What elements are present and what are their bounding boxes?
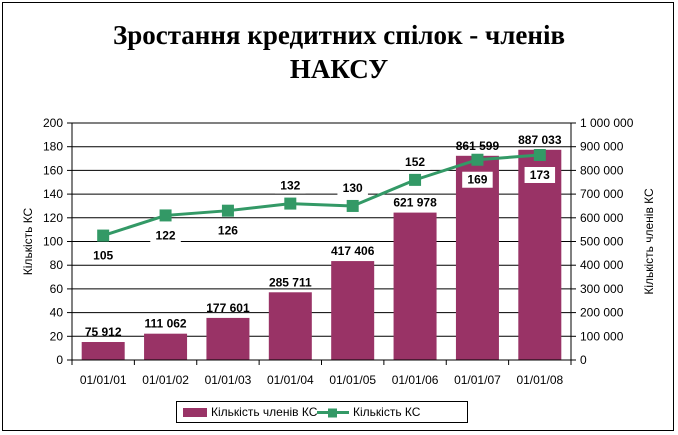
bar-data-label: 285 711 [269, 275, 312, 289]
bar-series [81, 149, 562, 360]
line-label-bg [524, 166, 556, 183]
left-tick-label: 60 [50, 282, 64, 296]
bar-data-label: 111 062 [145, 317, 187, 331]
line-marker [346, 199, 359, 212]
line-marker [284, 197, 297, 210]
data-labels: 75 912 111 062 177 601 285 711 417 406 621 97… [85, 133, 562, 339]
x-tick-label: 01/01/05 [329, 373, 376, 387]
bar [81, 342, 125, 360]
bar-data-label: 861 599 [456, 139, 500, 153]
right-tick-label: 300 000 [580, 282, 624, 296]
bar-data-label: 621 978 [393, 196, 437, 210]
line-label-bg [275, 177, 306, 194]
line-label-bg [337, 179, 368, 196]
legend-bar-label: Кількість членів КС [211, 405, 318, 419]
chart-title: Зростання кредитних спілок - членів НАКС… [112, 20, 566, 84]
x-tick-label: 01/01/07 [454, 373, 501, 387]
right-tick-label: 800 000 [580, 163, 624, 177]
line-marker [159, 209, 172, 222]
x-tick-label: 01/01/04 [267, 373, 314, 387]
legend-line-marker [328, 408, 337, 418]
bar-data-label: 177 601 [206, 301, 250, 315]
line-label-bg [399, 153, 431, 170]
bar [331, 261, 375, 360]
line-marker [533, 148, 546, 161]
right-tick-label: 700 000 [580, 187, 624, 201]
line-data-label: 130 [343, 181, 363, 195]
legend: Кількість членів КС Кількість КС [176, 401, 468, 423]
bar-data-label: 417 406 [331, 244, 375, 258]
right-tick-label: 900 000 [580, 140, 624, 154]
left-tick-label: 40 [50, 306, 64, 320]
x-tick-label: 01/01/01 [80, 373, 127, 387]
x-tick-label: 01/01/02 [142, 373, 189, 387]
line-label-bg [87, 247, 119, 264]
line-data-label: 132 [280, 179, 300, 193]
bar [206, 317, 250, 360]
left-tick-label: 100 [43, 235, 63, 249]
tick-labels: 0 20 40 60 80 100 120 140 160 180 200 0 100 000 200 0… [21, 116, 656, 387]
left-tick-label: 0 [56, 353, 63, 367]
series-line [102, 153, 540, 238]
line-label-bg [462, 171, 493, 188]
legend-line-label: Кількість КС [353, 405, 421, 419]
bar-data-label: 75 912 [85, 325, 122, 339]
legend-bar-swatch [183, 408, 207, 417]
line-data-label: 152 [405, 155, 425, 169]
right-axis-title: Кількість членів КС [642, 188, 656, 295]
left-tick-label: 80 [50, 258, 64, 272]
line-data-label: 105 [93, 249, 113, 263]
bar [144, 333, 188, 360]
right-tick-label: 400 000 [580, 258, 624, 272]
x-tick-label: 01/01/06 [392, 373, 439, 387]
line-marker [409, 173, 422, 186]
right-tick-label: 0 [580, 353, 587, 367]
line-marker [221, 204, 234, 217]
bar [518, 149, 562, 360]
x-tick-label: 01/01/03 [205, 373, 252, 387]
left-axis-title: Кількість КС [21, 207, 35, 275]
left-tick-label: 120 [43, 211, 63, 225]
axes [67, 122, 576, 365]
left-tick-label: 160 [43, 163, 63, 177]
bar [455, 155, 499, 360]
left-tick-label: 180 [43, 140, 63, 154]
line-data-label: 173 [530, 168, 550, 182]
line-marker [471, 153, 484, 166]
right-tick-label: 1 000 000 [580, 116, 634, 130]
left-tick-label: 20 [50, 329, 64, 343]
line-data-label: 122 [156, 228, 176, 242]
left-tick-label: 200 [43, 116, 63, 130]
left-tick-label: 140 [43, 187, 63, 201]
bar [268, 292, 312, 360]
line-series [97, 148, 546, 242]
bar [393, 212, 437, 360]
line-label-bg [150, 227, 181, 244]
bar-data-label: 887 033 [518, 133, 562, 147]
right-tick-label: 600 000 [580, 211, 624, 225]
right-tick-label: 500 000 [580, 235, 624, 249]
right-tick-label: 100 000 [580, 329, 624, 343]
right-tick-label: 200 000 [580, 306, 624, 320]
line-marker [97, 229, 110, 242]
x-tick-label: 01/01/08 [516, 373, 563, 387]
line-label-bg [212, 222, 244, 239]
line-data-label: 169 [467, 173, 487, 187]
line-data-label: 126 [218, 224, 238, 238]
